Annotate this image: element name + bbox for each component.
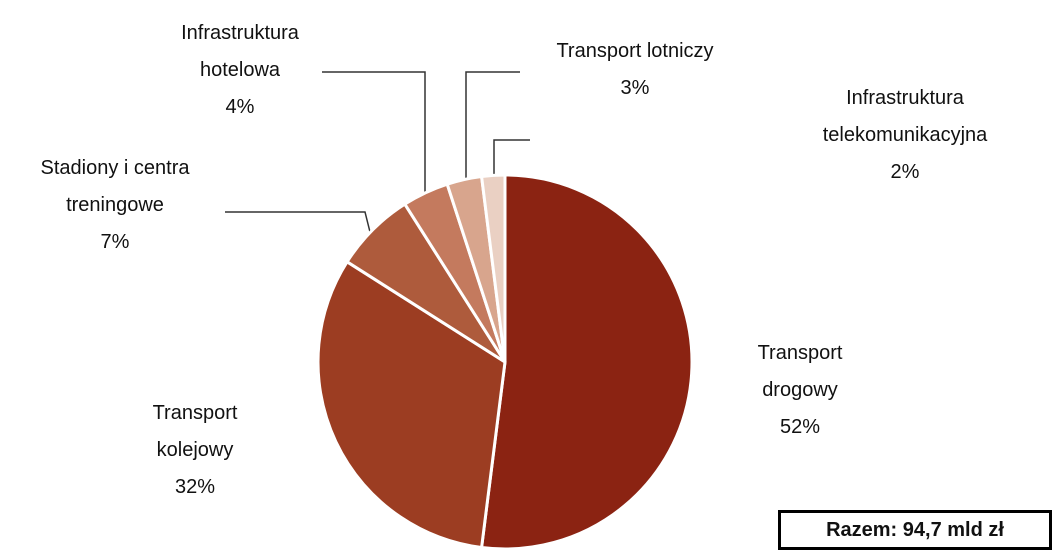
pie-slice <box>479 173 694 551</box>
value-label: 3% <box>620 77 650 99</box>
pie-slice <box>479 173 507 363</box>
category-name: Transport lotniczy <box>556 40 714 62</box>
category-name: Transport kolejowy <box>152 402 238 461</box>
value-label: 2% <box>890 161 920 183</box>
value-label: 32% <box>174 476 216 498</box>
category-name: Infrastruktura hotelowa <box>181 22 299 81</box>
slice-label: Transport lotniczy 3% <box>505 33 765 107</box>
leader-line <box>465 71 520 180</box>
slice-label: Transport kolejowy 32% <box>135 395 255 506</box>
slice-label: Transport drogowy 52% <box>740 335 860 446</box>
leader-line <box>493 139 530 178</box>
category-name: Transport drogowy <box>757 342 843 401</box>
slice-label: Stadiony i centra treningowe 7% <box>0 150 230 261</box>
leader-line <box>225 211 371 233</box>
total-box: Razem: 94,7 mld zł <box>778 510 1052 550</box>
slice-label: Infrastruktura hotelowa 4% <box>150 15 330 126</box>
category-name: Stadiony i centra treningowe <box>40 157 190 216</box>
leader-line <box>322 71 426 192</box>
value-label: 52% <box>779 416 821 438</box>
slice-label: Infrastruktura telekomunikacyjna 2% <box>780 80 1030 191</box>
value-label: 4% <box>225 96 255 118</box>
value-label: 7% <box>100 231 130 253</box>
category-name: Infrastruktura telekomunikacyjna <box>822 87 988 146</box>
